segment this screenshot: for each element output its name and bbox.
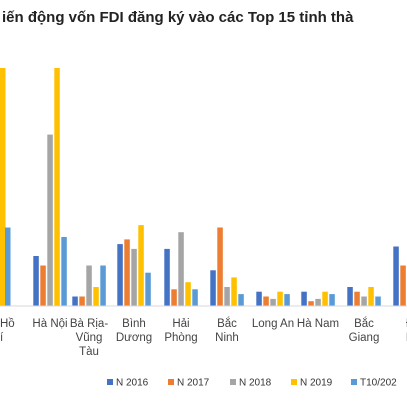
category-label-4-1: Phòng <box>164 332 197 344</box>
bar-t10-202-6 <box>284 294 290 306</box>
bar-n-2017-1 <box>40 265 46 306</box>
bar-partial-1 <box>5 227 11 306</box>
category-label-2-2: Tàu <box>79 346 99 358</box>
bar-n-2017-5 <box>217 227 223 306</box>
bar-n-2018-1 <box>47 134 53 306</box>
bar-n-2016-3 <box>117 244 123 306</box>
bar-n-2019-6 <box>277 291 283 306</box>
category-label-5-1: Ninh <box>215 332 239 344</box>
legend-label-2: N 2018 <box>239 378 272 389</box>
category-label-8-0: Bắc <box>354 317 374 330</box>
bar-n-2017-4 <box>171 289 177 306</box>
category-label-0-1: í <box>0 332 4 344</box>
bar-n-2016-6 <box>256 291 262 306</box>
bar-n-2019-1 <box>54 68 60 306</box>
category-label-1-0: Hà Nội <box>32 318 67 330</box>
legend: N 2016 N 2017 N 2018 N 2019 T10/202 <box>107 378 397 389</box>
legend-swatch-4 <box>351 379 357 385</box>
bar-n-2017-2 <box>79 296 85 306</box>
legend-swatch-1 <box>168 379 174 385</box>
category-label-3-0: Bình <box>122 318 146 330</box>
category-label-6-0: Long An <box>252 318 294 330</box>
bar-t10-202-8 <box>375 296 381 306</box>
legend-swatch-3 <box>291 379 297 385</box>
bar-n-2016-2 <box>72 296 78 306</box>
category-label-4-0: Hải <box>172 318 189 330</box>
bar-n-2017-6 <box>263 296 269 306</box>
category-label-2-1: Vũng <box>76 332 103 344</box>
category-label-0-0: Hồ <box>0 318 15 330</box>
category-label-9-1: N <box>406 332 407 344</box>
category-label-7-0: Hà Nam <box>297 318 339 330</box>
bar-n-2019-5 <box>231 277 237 306</box>
bar-n-2016-7 <box>301 291 307 306</box>
bar-n-2018-3 <box>131 248 137 306</box>
bar-n-2018-4 <box>178 232 184 306</box>
bar-n-2019-2 <box>93 287 99 306</box>
chart-title: iến động vốn FDI đăng ký vào các Top 15 … <box>2 9 354 26</box>
legend-label-1: N 2017 <box>177 378 210 389</box>
bar-n-2016-1 <box>33 256 39 306</box>
legend-label-3: N 2019 <box>300 378 333 389</box>
legend-swatch-2 <box>230 379 236 385</box>
bar-n-2019-8 <box>368 287 374 306</box>
category-label-3-1: Dương <box>116 332 152 344</box>
bar-n-2018-8 <box>361 296 367 306</box>
bar-t10-202-2 <box>100 265 106 306</box>
category-label-2-0: Bà Rịa- <box>70 318 109 330</box>
bar-n-2018-6 <box>270 298 276 306</box>
bar-n-2016-5 <box>210 270 216 306</box>
bar-t10-202-4 <box>192 289 198 306</box>
bars-group <box>0 68 406 306</box>
bar-n-2016-8 <box>347 287 353 306</box>
bar-n-2019-3 <box>138 225 144 306</box>
bar-n-2017-8 <box>354 291 360 306</box>
bar-t10-202-1 <box>61 237 67 306</box>
bar-t10-202-5 <box>238 294 244 306</box>
category-labels: Hồ í Hà Nội Bà Rịa- Vũng Tàu Bình Dương Hải Phòng… <box>0 317 407 358</box>
legend-label-0: N 2016 <box>116 378 149 389</box>
category-label-9-0: Đ <box>406 318 407 330</box>
bar-n-2016-4 <box>164 248 170 306</box>
bar-n-2017-9 <box>400 265 406 306</box>
bar-t10-202-7 <box>329 294 335 306</box>
legend-label-4: T10/202 <box>360 378 397 389</box>
bar-n-2018-5 <box>224 287 230 306</box>
bar-n-2018-7 <box>315 298 321 306</box>
category-label-8-1: Giang <box>349 332 380 344</box>
bar-n-2017-7 <box>308 301 314 306</box>
bar-n-2016-9 <box>393 246 399 306</box>
bar-n-2019-4 <box>185 282 191 306</box>
bar-n-2019-7 <box>322 291 328 306</box>
category-label-5-0: Bắc <box>217 317 237 330</box>
bar-partial-0 <box>0 68 6 306</box>
bar-n-2018-2 <box>86 265 92 306</box>
bar-n-2017-3 <box>124 239 130 306</box>
legend-swatch-0 <box>107 379 113 385</box>
bar-t10-202-3 <box>145 272 151 306</box>
